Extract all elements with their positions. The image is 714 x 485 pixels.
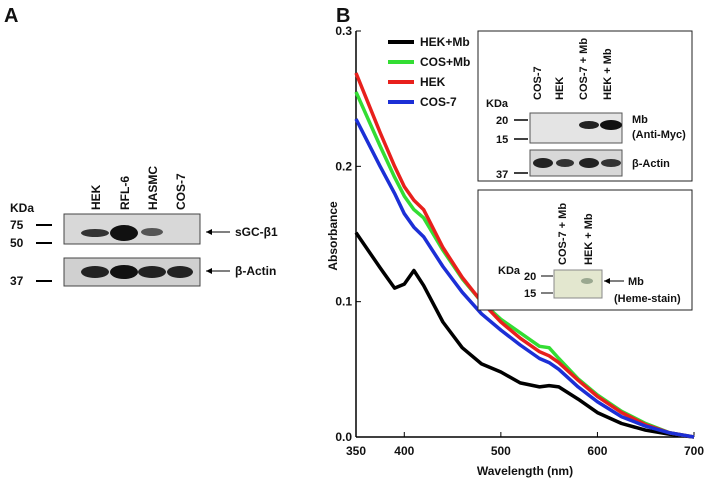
band	[600, 120, 622, 130]
band-label: (Anti-Myc)	[632, 129, 686, 141]
legend-label: HEK+Mb	[420, 35, 470, 49]
kda-label: KDa	[498, 265, 521, 277]
panel-label: B	[336, 5, 350, 27]
arrow-head	[206, 268, 212, 274]
y-axis-label: Absorbance	[326, 201, 340, 271]
x-axis-label: Wavelength (nm)	[477, 464, 573, 478]
arrow-head	[206, 229, 212, 235]
marker-label: 20	[496, 115, 508, 127]
band	[81, 229, 109, 237]
lane-label: COS-7	[532, 66, 544, 100]
lane-label: HEK + Mb	[583, 213, 595, 265]
band	[579, 158, 599, 168]
band	[81, 266, 109, 278]
band	[138, 266, 166, 278]
band	[110, 225, 138, 241]
band	[579, 121, 599, 129]
lane-label: HASMC	[146, 166, 160, 210]
band-label: β-Actin	[632, 158, 670, 170]
series-line	[354, 72, 695, 439]
legend-label: COS+Mb	[420, 55, 470, 69]
x-tick-label: 700	[684, 444, 704, 458]
marker-label: 37	[496, 169, 508, 181]
blot	[553, 269, 603, 299]
marker-label: 20	[524, 271, 536, 283]
band	[141, 228, 163, 236]
plot: 0.0 0.1 0.2 0.3 350 400 500 600 700 HEK+Mb COS+Mb H…	[335, 24, 704, 458]
lane-label: HEK	[554, 77, 566, 100]
lane-label: HEK + Mb	[602, 48, 614, 100]
x-tick-label: 600	[587, 444, 607, 458]
inset-frame	[477, 30, 693, 182]
lane-label: COS-7 + Mb	[557, 203, 569, 265]
inset: COS-7 HEK COS-7 + Mb HEK + Mb KDa 20 15 …	[477, 30, 693, 182]
lane-label: HEK	[89, 184, 103, 210]
y-tick-label: 0.0	[335, 430, 352, 444]
marker-label: 15	[496, 134, 508, 146]
lane-label: COS-7	[174, 173, 188, 210]
marker-label: 37	[10, 274, 24, 288]
y-tick-label: 0.1	[335, 295, 352, 309]
band-label: β-Actin	[235, 264, 276, 278]
kda-label: KDa	[10, 201, 34, 215]
band-label: Mb	[632, 114, 648, 126]
arrow-head	[604, 278, 610, 284]
panel-label: A	[4, 5, 18, 27]
band-label: sGC-β1	[235, 225, 278, 239]
band	[556, 159, 574, 167]
series-line	[354, 118, 695, 439]
inset: COS-7 + Mb HEK + Mb KDa 20 15 Mb (Heme-s…	[477, 189, 693, 311]
marker-label: 50	[10, 236, 24, 250]
x-tick-label: 500	[491, 444, 511, 458]
band-label: (Heme-stain)	[614, 293, 681, 305]
x-tick-label: 350	[346, 444, 366, 458]
y-tick-label: 0.2	[335, 159, 352, 173]
band	[581, 278, 593, 284]
marker-label: 75	[10, 218, 24, 232]
lane-label: RFL-6	[118, 176, 132, 210]
x-tick-label: 400	[394, 444, 414, 458]
legend-label: HEK	[420, 75, 446, 89]
y-tick-label: 0.3	[335, 24, 352, 38]
band	[601, 159, 621, 167]
band	[533, 158, 553, 168]
band-label: Mb	[628, 276, 644, 288]
band	[167, 266, 193, 278]
marker-label: 15	[524, 288, 536, 300]
legend-label: COS-7	[420, 95, 457, 109]
kda-label: KDa	[486, 98, 509, 110]
series-line	[354, 231, 695, 439]
lane-label: COS-7 + Mb	[578, 38, 590, 100]
band	[110, 265, 138, 279]
